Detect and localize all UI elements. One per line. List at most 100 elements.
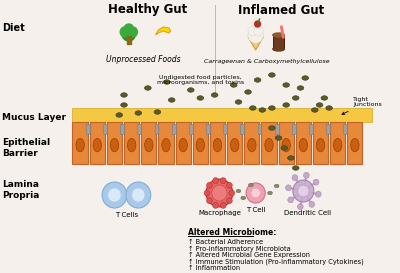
Polygon shape bbox=[156, 27, 171, 35]
Bar bbox=[261, 122, 277, 164]
Bar bbox=[273, 35, 284, 49]
Circle shape bbox=[128, 27, 137, 37]
Bar bbox=[347, 122, 362, 164]
Ellipse shape bbox=[162, 138, 170, 152]
Circle shape bbox=[248, 27, 263, 43]
Ellipse shape bbox=[116, 113, 122, 117]
Bar bbox=[244, 122, 260, 164]
Polygon shape bbox=[248, 37, 263, 50]
Ellipse shape bbox=[145, 138, 153, 152]
Circle shape bbox=[213, 202, 218, 208]
Ellipse shape bbox=[121, 103, 127, 107]
Circle shape bbox=[206, 182, 212, 188]
Circle shape bbox=[246, 183, 265, 203]
Bar bbox=[278, 122, 294, 164]
Ellipse shape bbox=[316, 138, 325, 152]
Bar bbox=[313, 122, 328, 164]
Circle shape bbox=[293, 180, 314, 202]
Ellipse shape bbox=[135, 111, 142, 115]
Ellipse shape bbox=[196, 138, 204, 152]
Ellipse shape bbox=[230, 138, 239, 152]
Text: Unprocessed Foods: Unprocessed Foods bbox=[106, 55, 180, 64]
Ellipse shape bbox=[283, 83, 290, 87]
Circle shape bbox=[126, 182, 151, 208]
Ellipse shape bbox=[168, 98, 175, 102]
Ellipse shape bbox=[235, 100, 242, 104]
Circle shape bbox=[304, 172, 309, 178]
Circle shape bbox=[206, 179, 233, 207]
Ellipse shape bbox=[268, 106, 275, 110]
Circle shape bbox=[292, 175, 298, 181]
Ellipse shape bbox=[241, 196, 246, 200]
Ellipse shape bbox=[144, 86, 151, 90]
Ellipse shape bbox=[268, 191, 272, 195]
Ellipse shape bbox=[268, 126, 275, 130]
Circle shape bbox=[204, 190, 210, 196]
Text: Lamina
Propria: Lamina Propria bbox=[2, 180, 39, 200]
Bar bbox=[210, 122, 225, 164]
Circle shape bbox=[288, 197, 294, 203]
Bar bbox=[154, 124, 158, 134]
Circle shape bbox=[132, 188, 145, 202]
Ellipse shape bbox=[302, 76, 308, 80]
Text: Macrophage: Macrophage bbox=[198, 210, 241, 216]
Circle shape bbox=[248, 26, 258, 36]
Text: Altered Microbiome:: Altered Microbiome: bbox=[188, 228, 276, 237]
Ellipse shape bbox=[292, 166, 299, 170]
Bar bbox=[141, 122, 156, 164]
Bar bbox=[158, 122, 174, 164]
Ellipse shape bbox=[297, 86, 304, 90]
Bar bbox=[124, 122, 139, 164]
Circle shape bbox=[120, 27, 130, 37]
Bar bbox=[120, 124, 124, 134]
Circle shape bbox=[226, 198, 232, 204]
Text: T Cells: T Cells bbox=[115, 212, 138, 218]
Bar bbox=[172, 124, 176, 134]
Ellipse shape bbox=[282, 138, 290, 152]
Ellipse shape bbox=[93, 138, 102, 152]
Circle shape bbox=[108, 188, 121, 202]
Ellipse shape bbox=[128, 138, 136, 152]
Circle shape bbox=[220, 178, 226, 184]
Ellipse shape bbox=[326, 106, 332, 110]
Circle shape bbox=[226, 182, 232, 188]
Text: ↑ Immune Stimulation (Pro-inflammatory Cytokines): ↑ Immune Stimulation (Pro-inflammatory C… bbox=[188, 259, 364, 265]
Text: Carrageenan & Carboxymethylcellulose: Carrageenan & Carboxymethylcellulose bbox=[204, 60, 330, 64]
Bar bbox=[72, 108, 372, 122]
Bar bbox=[176, 122, 191, 164]
Ellipse shape bbox=[164, 80, 170, 84]
Ellipse shape bbox=[250, 106, 256, 110]
Text: Diet: Diet bbox=[2, 23, 25, 33]
Text: Undigested food particles,
microorganisms, and toxins: Undigested food particles, microorganism… bbox=[157, 75, 244, 85]
Bar bbox=[189, 124, 193, 134]
Bar bbox=[292, 124, 296, 134]
Ellipse shape bbox=[110, 138, 119, 152]
Ellipse shape bbox=[211, 93, 218, 97]
Ellipse shape bbox=[268, 73, 275, 77]
Bar bbox=[296, 122, 311, 164]
Circle shape bbox=[254, 26, 263, 36]
Text: Dendritic Cell: Dendritic Cell bbox=[284, 210, 331, 216]
Bar bbox=[86, 124, 90, 134]
Circle shape bbox=[212, 185, 227, 201]
Bar bbox=[227, 122, 242, 164]
Ellipse shape bbox=[281, 146, 288, 150]
Ellipse shape bbox=[265, 138, 273, 152]
Bar bbox=[309, 124, 313, 134]
Ellipse shape bbox=[299, 138, 308, 152]
Ellipse shape bbox=[179, 138, 187, 152]
Circle shape bbox=[286, 185, 291, 191]
Ellipse shape bbox=[213, 138, 222, 152]
Bar bbox=[72, 122, 88, 164]
Ellipse shape bbox=[259, 108, 266, 112]
Ellipse shape bbox=[334, 138, 342, 152]
Circle shape bbox=[309, 201, 315, 207]
Bar bbox=[223, 124, 227, 134]
Bar bbox=[330, 122, 345, 164]
Bar bbox=[240, 124, 244, 134]
Ellipse shape bbox=[76, 138, 84, 152]
Text: Epithelial
Barrier: Epithelial Barrier bbox=[2, 138, 50, 158]
Bar bbox=[193, 122, 208, 164]
Ellipse shape bbox=[197, 96, 204, 100]
Circle shape bbox=[298, 204, 303, 210]
